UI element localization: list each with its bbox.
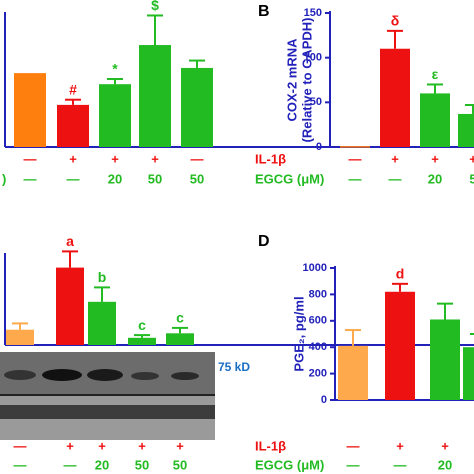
bar <box>14 73 46 147</box>
bar <box>56 267 84 345</box>
treatment-name: IL-1β <box>255 151 286 166</box>
bar <box>99 84 131 147</box>
treatment-level: 50 <box>190 171 204 186</box>
y-tick-label: 1000 <box>303 262 327 274</box>
treatment-level: — <box>349 171 362 186</box>
bar <box>6 329 34 345</box>
bar <box>57 104 89 147</box>
treatment-level: + <box>431 151 439 166</box>
panel-label: D <box>258 233 270 250</box>
bar <box>420 93 450 147</box>
treatment-name: EGCG (μM) <box>255 457 324 472</box>
bar <box>338 345 368 400</box>
treatment-level: — <box>24 151 37 166</box>
y-tick-label: 100 <box>304 52 322 64</box>
bar-annotation: d <box>396 266 405 282</box>
bar <box>380 48 410 147</box>
treatment-level: + <box>176 438 184 453</box>
bar-annotation: a <box>66 233 74 249</box>
bar-annotation: * <box>112 61 118 77</box>
blot-label: 75 kD <box>218 360 250 374</box>
bar <box>340 146 370 148</box>
bar-annotation: $ <box>151 0 159 13</box>
treatment-level: 50 <box>173 457 187 472</box>
treatment-level: + <box>138 438 146 453</box>
y-axis-label: PGE₂, pg/ml <box>291 296 306 371</box>
treatment-level: — <box>394 457 407 472</box>
bar <box>139 45 171 147</box>
treatment-level: + <box>66 438 74 453</box>
bar <box>166 333 194 345</box>
bar <box>128 337 156 345</box>
bar-annotation: δ <box>391 13 400 29</box>
treatment-level: + <box>69 151 77 166</box>
treatment-level: — <box>14 457 27 472</box>
treatment-level: 20 <box>438 457 452 472</box>
bar <box>430 319 460 400</box>
treatment-level: 50 <box>148 171 162 186</box>
treatment-level: + <box>111 151 119 166</box>
treatment-level: — <box>14 438 27 453</box>
y-tick-label: 200 <box>309 368 327 380</box>
treatment-level: — <box>349 151 362 166</box>
bar-annotation: # <box>69 81 77 97</box>
treatment-name: EGCG (μM) <box>255 171 324 186</box>
y-tick-label: 50 <box>310 96 322 108</box>
treatment-level: + <box>391 151 399 166</box>
treatment-level: + <box>151 151 159 166</box>
western-blot <box>0 352 215 440</box>
bar-annotation: ε <box>432 66 439 82</box>
treatment-level: 5 <box>469 171 474 186</box>
treatment-level: 20 <box>108 171 122 186</box>
treatment-level: 20 <box>428 171 442 186</box>
treatment-level: — <box>347 438 360 453</box>
bar-annotation: c <box>176 310 184 326</box>
y-tick-label: 800 <box>309 288 327 300</box>
treatment-level: — <box>24 171 37 186</box>
y-tick-label: 150 <box>304 7 322 19</box>
treatment-level: — <box>64 457 77 472</box>
treatment-level: — <box>67 171 80 186</box>
treatment-level: — <box>389 171 402 186</box>
bar <box>385 291 415 400</box>
treatment-level: + <box>98 438 106 453</box>
y-tick-label: 0 <box>321 394 327 406</box>
treatment-level: + <box>441 438 449 453</box>
bar <box>463 347 474 400</box>
treatment-level: + <box>396 438 404 453</box>
treatment-name: IL-1β <box>255 438 286 453</box>
bar <box>181 67 213 147</box>
treatment-level: — <box>191 151 204 166</box>
bar-annotation: b <box>98 269 107 285</box>
treatment-level: 20 <box>95 457 109 472</box>
y-axis-label: COX-2 mRNA <box>284 38 299 122</box>
panel-label: B <box>258 3 270 20</box>
y-tick-label: 0 <box>316 141 322 153</box>
bar-annotation: c <box>138 317 146 333</box>
y-axis-label: (Relative to GAPDH) <box>299 18 314 143</box>
y-tick-label: 600 <box>309 315 327 327</box>
treatment-level: + <box>469 151 474 166</box>
bar <box>458 113 474 147</box>
bar <box>88 301 116 345</box>
treatment-level: 50 <box>135 457 149 472</box>
y-tick-label: 400 <box>309 341 327 353</box>
treatment-name: ) <box>2 171 6 186</box>
treatment-level: — <box>347 457 360 472</box>
